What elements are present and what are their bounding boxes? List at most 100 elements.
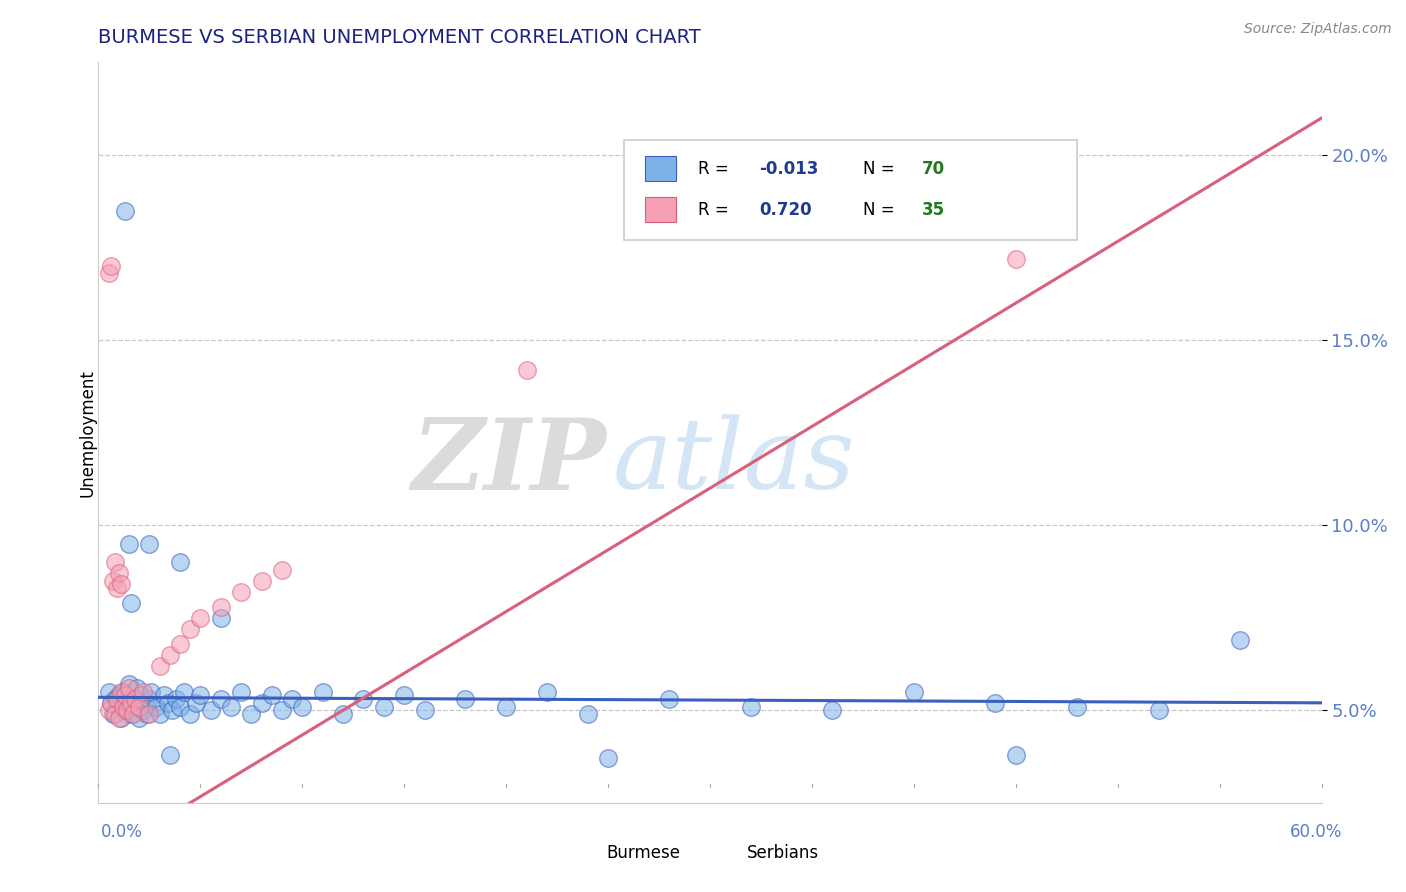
Point <box>100 696 122 710</box>
Point <box>179 706 201 721</box>
Point <box>122 692 145 706</box>
Point <box>1004 252 1026 266</box>
Point <box>250 574 273 588</box>
Point <box>169 637 191 651</box>
Point <box>108 566 131 581</box>
Point <box>104 706 127 721</box>
Point <box>495 699 517 714</box>
Point <box>1147 703 1170 717</box>
Point <box>160 703 183 717</box>
FancyBboxPatch shape <box>645 156 676 181</box>
Point <box>122 706 145 721</box>
Point <box>118 677 141 691</box>
Point <box>118 681 141 695</box>
Point <box>188 689 212 703</box>
Point <box>132 685 155 699</box>
Point <box>169 555 191 569</box>
Point <box>209 692 232 706</box>
Point <box>270 703 294 717</box>
Point <box>740 699 762 714</box>
Point <box>101 706 124 721</box>
Point <box>1004 747 1026 762</box>
Text: R =: R = <box>697 201 734 219</box>
Point <box>132 703 155 717</box>
Point <box>516 362 538 376</box>
Point <box>984 696 1007 710</box>
Text: ZIP: ZIP <box>411 414 606 510</box>
Text: -0.013: -0.013 <box>759 160 818 178</box>
Point <box>104 555 127 569</box>
Point <box>332 706 354 721</box>
Point <box>138 692 160 706</box>
Point <box>598 751 620 765</box>
Text: Burmese: Burmese <box>606 844 681 863</box>
Point <box>97 267 120 281</box>
Point <box>392 689 416 703</box>
FancyBboxPatch shape <box>554 841 581 865</box>
Point <box>108 689 131 703</box>
Text: R =: R = <box>697 160 734 178</box>
Y-axis label: Unemployment: Unemployment <box>79 368 96 497</box>
Point <box>156 696 179 710</box>
Point <box>120 596 142 610</box>
Text: N =: N = <box>863 201 900 219</box>
Point <box>120 706 142 721</box>
Point <box>186 696 208 710</box>
Point <box>373 699 395 714</box>
Point <box>100 259 122 273</box>
Point <box>141 685 163 699</box>
Point <box>352 692 374 706</box>
Point <box>110 711 132 725</box>
Point <box>149 658 172 673</box>
Text: Source: ZipAtlas.com: Source: ZipAtlas.com <box>1244 22 1392 37</box>
Point <box>149 706 172 721</box>
Point <box>173 685 195 699</box>
Point <box>97 685 120 699</box>
Point <box>159 747 181 762</box>
Point <box>105 699 128 714</box>
Point <box>145 699 167 714</box>
Text: BURMESE VS SERBIAN UNEMPLOYMENT CORRELATION CHART: BURMESE VS SERBIAN UNEMPLOYMENT CORRELAT… <box>98 28 702 47</box>
Point <box>250 696 273 710</box>
Point <box>101 574 124 588</box>
Point <box>129 689 152 703</box>
Point <box>454 692 477 706</box>
FancyBboxPatch shape <box>700 841 727 865</box>
Point <box>138 706 160 721</box>
FancyBboxPatch shape <box>645 197 676 221</box>
Point <box>136 706 159 721</box>
Text: Serbians: Serbians <box>747 844 818 863</box>
Point <box>1066 699 1088 714</box>
Point <box>179 622 201 636</box>
Point <box>1229 632 1251 647</box>
Point <box>115 696 138 710</box>
Text: N =: N = <box>863 160 900 178</box>
Point <box>209 610 232 624</box>
Point <box>240 706 263 721</box>
Point <box>169 699 191 714</box>
Point <box>165 692 187 706</box>
Point <box>118 536 141 550</box>
Point <box>291 699 314 714</box>
Point <box>114 689 136 703</box>
Point <box>312 685 335 699</box>
Point <box>536 685 558 699</box>
Point <box>108 711 131 725</box>
Point <box>281 692 304 706</box>
Point <box>111 699 134 714</box>
Point <box>200 703 222 717</box>
Point <box>124 692 146 706</box>
Text: 70: 70 <box>922 160 945 178</box>
Point <box>699 185 721 199</box>
Point <box>105 692 128 706</box>
FancyBboxPatch shape <box>624 140 1077 240</box>
Point <box>115 703 138 717</box>
Point <box>104 692 127 706</box>
Point <box>209 599 232 614</box>
Point <box>128 711 150 725</box>
Point <box>100 696 122 710</box>
Point <box>152 689 174 703</box>
Text: 35: 35 <box>922 201 945 219</box>
Point <box>260 689 283 703</box>
Point <box>270 563 294 577</box>
